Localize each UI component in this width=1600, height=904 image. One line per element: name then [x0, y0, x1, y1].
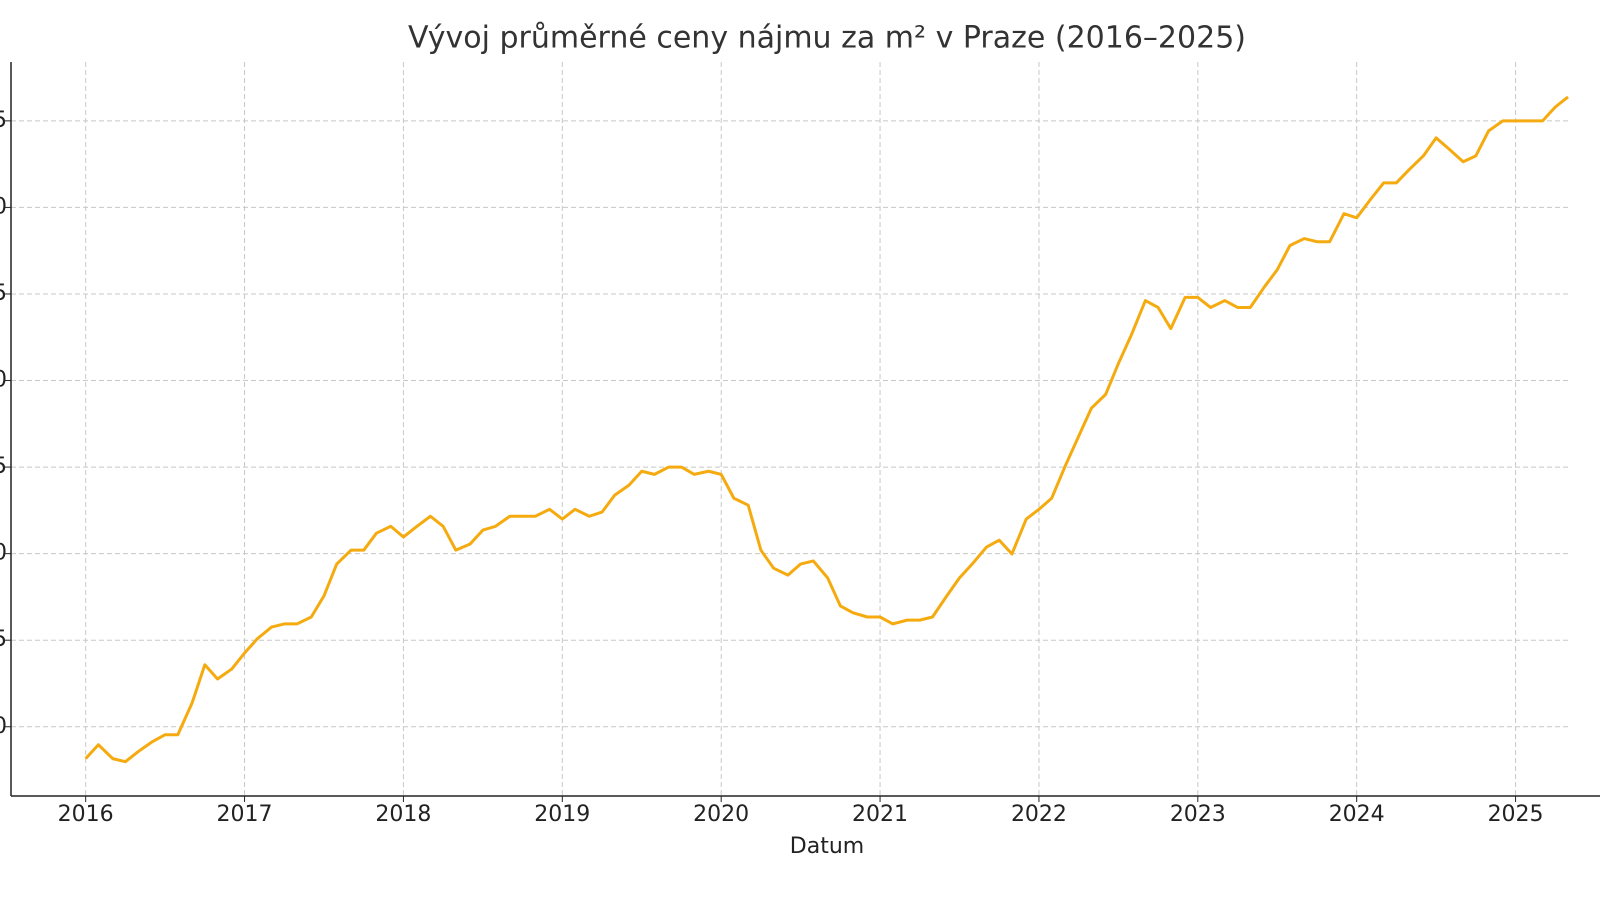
x-tick-label: 2024 [1329, 802, 1385, 827]
x-tick-label: 2016 [58, 802, 114, 827]
x-tick-label: 2020 [693, 802, 749, 827]
y-tick-label: 325 [0, 454, 7, 479]
y-tick-label: 375 [0, 281, 7, 306]
x-axis-label: Datum [790, 834, 864, 859]
y-tick-label: 350 [0, 368, 7, 393]
x-tick-label: 2019 [534, 802, 590, 827]
x-tick-label: 2017 [217, 802, 273, 827]
x-tick-label: 2025 [1488, 802, 1544, 827]
data-line [84, 95, 1569, 764]
x-tick-label: 2018 [375, 802, 431, 827]
x-tick-label: 2021 [852, 802, 908, 827]
y-tick-label: 275 [0, 627, 7, 652]
y-tick-label: 400 [0, 194, 7, 219]
x-tick-label: 2023 [1170, 802, 1226, 827]
chart-title: Vývoj průměrné ceny nájmu za m² v Praze … [408, 21, 1246, 56]
y-tick-label: 425 [0, 108, 7, 133]
x-tick-label: 2022 [1011, 802, 1067, 827]
y-tick-label: 300 [0, 541, 7, 566]
y-tick-label: 250 [0, 714, 7, 739]
